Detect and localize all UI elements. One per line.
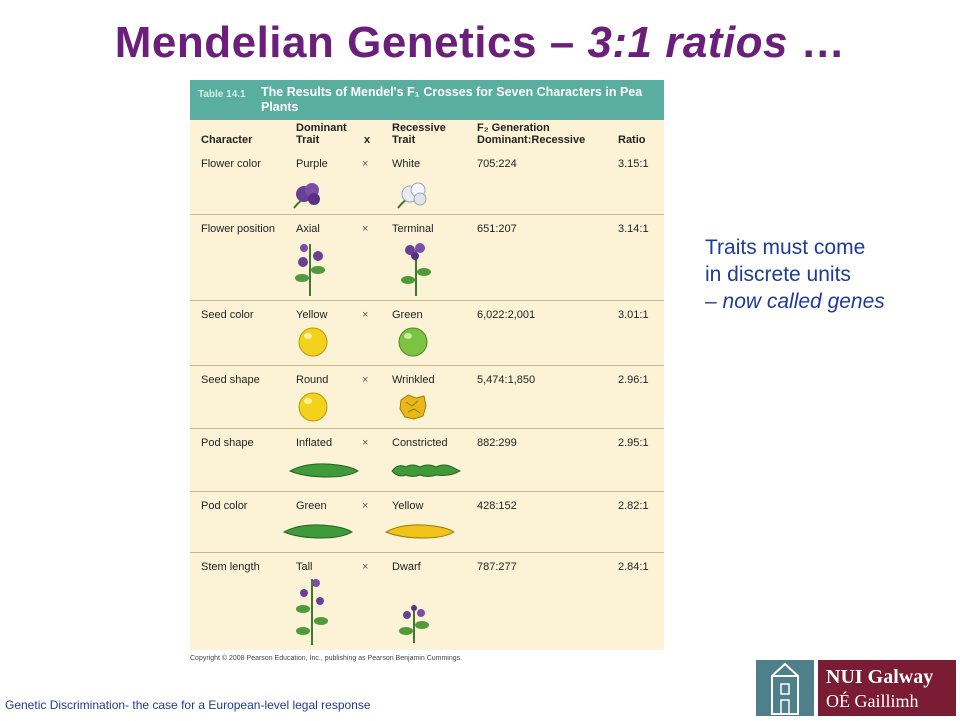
cell-recessive: White [392,158,421,170]
col-header-dominant-l1: Dominant [296,122,347,134]
cell-character: Flower position [201,223,275,235]
constricted-pod-icon [391,464,462,477]
logo-line2: OÉ Gaillimh [826,691,919,711]
table-header-bar: Table 14.1 The Results of Mendel's F₁ Cr… [190,80,664,120]
cell-f2: 428:152 [477,500,517,512]
green-seed-icon [398,327,428,357]
col-header-f2: F₂ Generation Dominant:Recessive [477,122,585,152]
side-note-line1: Traits must come [705,236,866,259]
cell-dominant: Inflated [296,437,333,449]
cross-mark: × [362,561,369,573]
cell-character: Pod shape [201,437,254,449]
col-header-dominant: Dominant Trait [296,122,347,152]
col-header-dominant-l2: Trait [296,134,320,146]
side-note-line3: – now called genes [705,290,885,313]
cell-f2: 5,474:1,850 [477,374,536,386]
cross-mark: × [362,437,369,449]
cross-mark: × [362,309,369,321]
cross-mark: × [362,374,369,386]
cell-character: Seed color [201,309,254,321]
wrinkled-seed-icon [399,394,427,420]
tower-icon [756,660,814,716]
cross-mark: × [362,223,369,235]
cell-dominant: Yellow [296,309,328,321]
cell-dominant: Tall [296,561,313,573]
yellow-seed-icon [298,327,328,357]
cell-recessive: Constricted [392,437,448,449]
col-header-character: Character [201,134,253,146]
table-row: Stem length Tall × Dwarf 787:277 2.84:1 [190,553,664,649]
cell-f2: 787:277 [477,561,517,573]
table-row: Flower color Purple × White 705:224 3.15… [190,150,664,215]
mendel-results-table: Table 14.1 The Results of Mendel's F₁ Cr… [190,80,664,650]
inflated-pod-icon [288,463,359,478]
table-row: Seed shape Round × Wrinkled 5,474:1,850 … [190,366,664,429]
cell-dominant: Round [296,374,329,386]
green-pod-icon [282,524,353,539]
col-header-x: x [364,134,371,146]
logo-line1: NUI Galway [826,666,934,688]
university-logo: NUI Galway OÉ Gaillimh [756,660,956,716]
dwarf-plant-icon [399,605,429,643]
side-note: Traits must come in discrete units – now… [705,234,885,315]
round-seed-icon [298,392,328,422]
title-italic: 3:1 ratios [587,18,789,67]
title-tail: … [788,18,846,67]
table-number: Table 14.1 [198,89,246,100]
cell-character: Flower color [201,158,261,170]
cell-character: Pod color [201,500,248,512]
footer-text: Genetic Discrimination- the case for a E… [5,698,371,712]
axial-flower-plant-icon [295,244,325,296]
cell-recessive: Dwarf [392,561,421,573]
logo-wordmark: NUI Galway OÉ Gaillimh [818,660,956,716]
cell-recessive: Yellow [392,500,424,512]
cell-ratio: 2.96:1 [618,374,649,386]
tall-plant-icon [296,579,328,645]
side-note-line2: in discrete units [705,263,851,286]
cell-ratio: 3.15:1 [618,158,649,170]
cell-dominant: Purple [296,158,328,170]
col-header-recessive-l2: Trait [392,134,416,146]
cell-ratio: 2.95:1 [618,437,649,449]
table-row: Seed color Yellow × Green 6,022:2,001 3.… [190,301,664,366]
table-caption: The Results of Mendel's F₁ Crosses for S… [261,85,643,114]
cell-f2: 6,022:2,001 [477,309,536,321]
table-row: Flower position Axial × Terminal 651:207… [190,215,664,301]
cell-f2: 651:207 [477,223,517,235]
cell-recessive: Green [392,309,423,321]
cell-f2: 882:299 [477,437,517,449]
cell-dominant: Green [296,500,327,512]
purple-flower-icon [293,183,320,209]
cell-character: Stem length [201,561,260,573]
title-main: Mendelian Genetics – [114,18,588,67]
cross-mark: × [362,500,369,512]
cell-recessive: Wrinkled [392,374,435,386]
col-header-f2-l1: F₂ Generation [477,122,550,134]
cell-ratio: 3.01:1 [618,309,649,321]
col-header-ratio: Ratio [618,134,646,146]
col-header-f2-l2: Dominant:Recessive [477,134,586,146]
cross-mark: × [362,158,369,170]
cell-f2: 705:224 [477,158,517,170]
cell-character: Seed shape [201,374,260,386]
slide-title: Mendelian Genetics – 3:1 ratios … [0,18,960,68]
terminal-flower-plant-icon [401,243,431,296]
cell-dominant: Axial [296,223,320,235]
col-header-recessive-l1: Recessive [392,122,446,134]
table-row: Pod color Green × Yellow 428:152 2.82:1 [190,492,664,553]
table-row: Pod shape Inflated × Constricted 882:299… [190,429,664,492]
copyright-note: Copyright © 2008 Pearson Education, Inc.… [190,655,463,662]
white-flower-icon [397,182,427,209]
yellow-pod-icon [384,524,455,539]
cell-ratio: 2.82:1 [618,500,649,512]
col-header-recessive: Recessive Trait [392,122,446,152]
cell-recessive: Terminal [392,223,434,235]
cell-ratio: 3.14:1 [618,223,649,235]
cell-ratio: 2.84:1 [618,561,649,573]
